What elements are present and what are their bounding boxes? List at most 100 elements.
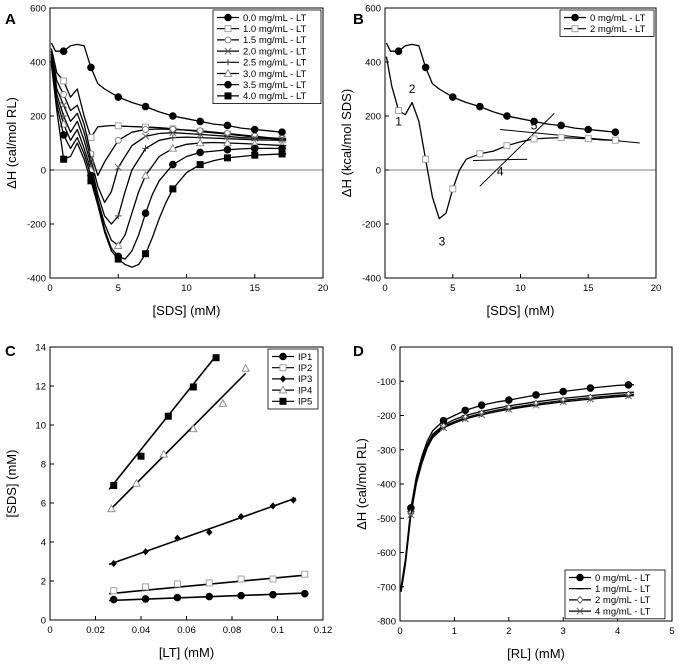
data-point xyxy=(87,134,95,142)
data-point xyxy=(142,548,149,556)
legend-swatch-marker xyxy=(576,607,584,615)
legend-item: IP3 xyxy=(272,374,312,385)
data-point xyxy=(113,240,123,249)
data-point xyxy=(251,151,259,159)
data-point xyxy=(141,595,150,603)
data-point xyxy=(394,47,403,56)
data-point xyxy=(195,138,205,147)
data-point xyxy=(205,592,214,601)
x-tick-label: 15 xyxy=(249,283,260,294)
legend-label: 1.5 mg/mL - LT xyxy=(243,35,307,46)
data-point xyxy=(301,570,309,578)
x-tick-label: 1 xyxy=(452,626,457,637)
data-point xyxy=(407,511,415,519)
data-point xyxy=(611,136,619,144)
x-tick-label: 0.1 xyxy=(271,625,284,636)
data-point xyxy=(421,63,430,72)
x-tick-label: 5 xyxy=(450,283,455,294)
y-tick-label: -600 xyxy=(377,548,396,559)
legend-item: 2.0 mg/mL - LT xyxy=(217,46,307,57)
data-point xyxy=(611,128,620,136)
data-point xyxy=(196,117,204,126)
series-line xyxy=(400,391,634,589)
legend: 0.0 mg/mL - LT1.0 mg/mL - LT1.5 mg/mL - … xyxy=(212,9,322,104)
data-point xyxy=(189,383,197,391)
tangent-line xyxy=(479,112,555,187)
annotation-label: 5 xyxy=(531,119,538,133)
data-point xyxy=(169,112,177,120)
legend-swatch-marker xyxy=(224,92,232,100)
legend-swatch-marker xyxy=(224,13,232,22)
data-point xyxy=(60,90,68,98)
data-point xyxy=(477,401,486,410)
legend-item: 3.5 mg/mL - LT xyxy=(217,80,307,91)
x-tick-label: 0.08 xyxy=(223,625,242,636)
data-point xyxy=(530,117,538,126)
legend-item: 1.0 mg/mL - LT xyxy=(217,24,307,35)
x-tick-label: 0 xyxy=(382,283,387,294)
data-point xyxy=(212,354,220,362)
data-point xyxy=(114,122,122,130)
data-point xyxy=(584,125,593,134)
x-tick-label: 20 xyxy=(651,283,662,294)
data-point xyxy=(290,496,297,504)
y-tick-label: 4 xyxy=(41,538,46,549)
y-tick-label: 400 xyxy=(365,58,381,69)
data-point xyxy=(237,591,245,600)
data-point xyxy=(141,102,150,111)
data-point xyxy=(60,77,68,85)
data-point xyxy=(503,142,511,150)
data-point xyxy=(532,401,540,409)
legend-item: 3.0 mg/mL - LT xyxy=(217,68,307,80)
legend-label: 4 mg/mL - LT xyxy=(595,606,651,617)
data-point xyxy=(269,502,277,510)
y-tick-label: 400 xyxy=(30,58,46,69)
series-ip5 xyxy=(108,354,220,490)
legend-swatch-marker xyxy=(279,375,287,383)
legend-label: IP2 xyxy=(298,363,312,374)
y-tick-label: 0 xyxy=(41,616,46,627)
data-point xyxy=(169,160,177,169)
x-tick-label: 15 xyxy=(583,283,594,294)
panel-label: B xyxy=(353,11,364,28)
legend-item: 4 mg/mL - LT xyxy=(569,606,651,617)
y-tick-label: 0 xyxy=(376,166,381,177)
annotation-label: 4 xyxy=(497,164,504,178)
legend-swatch-marker xyxy=(279,397,287,405)
legend-label: 2 mg/mL - LT xyxy=(590,24,646,35)
y-axis-label: ΔH (cal/mol RL) xyxy=(4,97,19,189)
fit-line xyxy=(108,497,296,566)
data-point xyxy=(476,150,484,158)
legend-swatch-marker xyxy=(576,595,584,604)
data-point xyxy=(110,587,118,595)
series-0-0-mg-ml-lt xyxy=(50,42,286,136)
legend-label: 0.0 mg/mL - LT xyxy=(243,13,307,24)
series-1-mg-ml-lt xyxy=(400,391,634,589)
data-point xyxy=(439,424,448,432)
legend-item: IP4 xyxy=(272,385,312,396)
fit-line xyxy=(108,355,217,490)
y-tick-label: -400 xyxy=(362,274,381,285)
data-point xyxy=(87,63,95,72)
series-3-5-mg-ml-lt xyxy=(50,61,287,261)
legend-swatch-marker xyxy=(279,364,287,372)
data-point xyxy=(461,406,470,415)
data-point xyxy=(503,112,511,120)
series-line xyxy=(400,384,634,587)
y-tick-label: 600 xyxy=(30,4,46,15)
series-line xyxy=(50,59,287,247)
data-point xyxy=(114,255,122,263)
plot-area xyxy=(50,42,287,268)
data-point xyxy=(169,126,177,133)
x-tick-label: 4 xyxy=(615,626,620,637)
tangent-line xyxy=(473,158,528,162)
data-point xyxy=(142,250,150,258)
data-point xyxy=(169,134,177,141)
y-tick-label: 2 xyxy=(41,577,46,588)
series-line xyxy=(50,53,287,204)
y-tick-label: -400 xyxy=(27,274,46,285)
legend-item: IP1 xyxy=(272,352,312,363)
data-point xyxy=(586,395,594,403)
data-point xyxy=(586,384,595,392)
legend-swatch-marker xyxy=(576,573,584,582)
